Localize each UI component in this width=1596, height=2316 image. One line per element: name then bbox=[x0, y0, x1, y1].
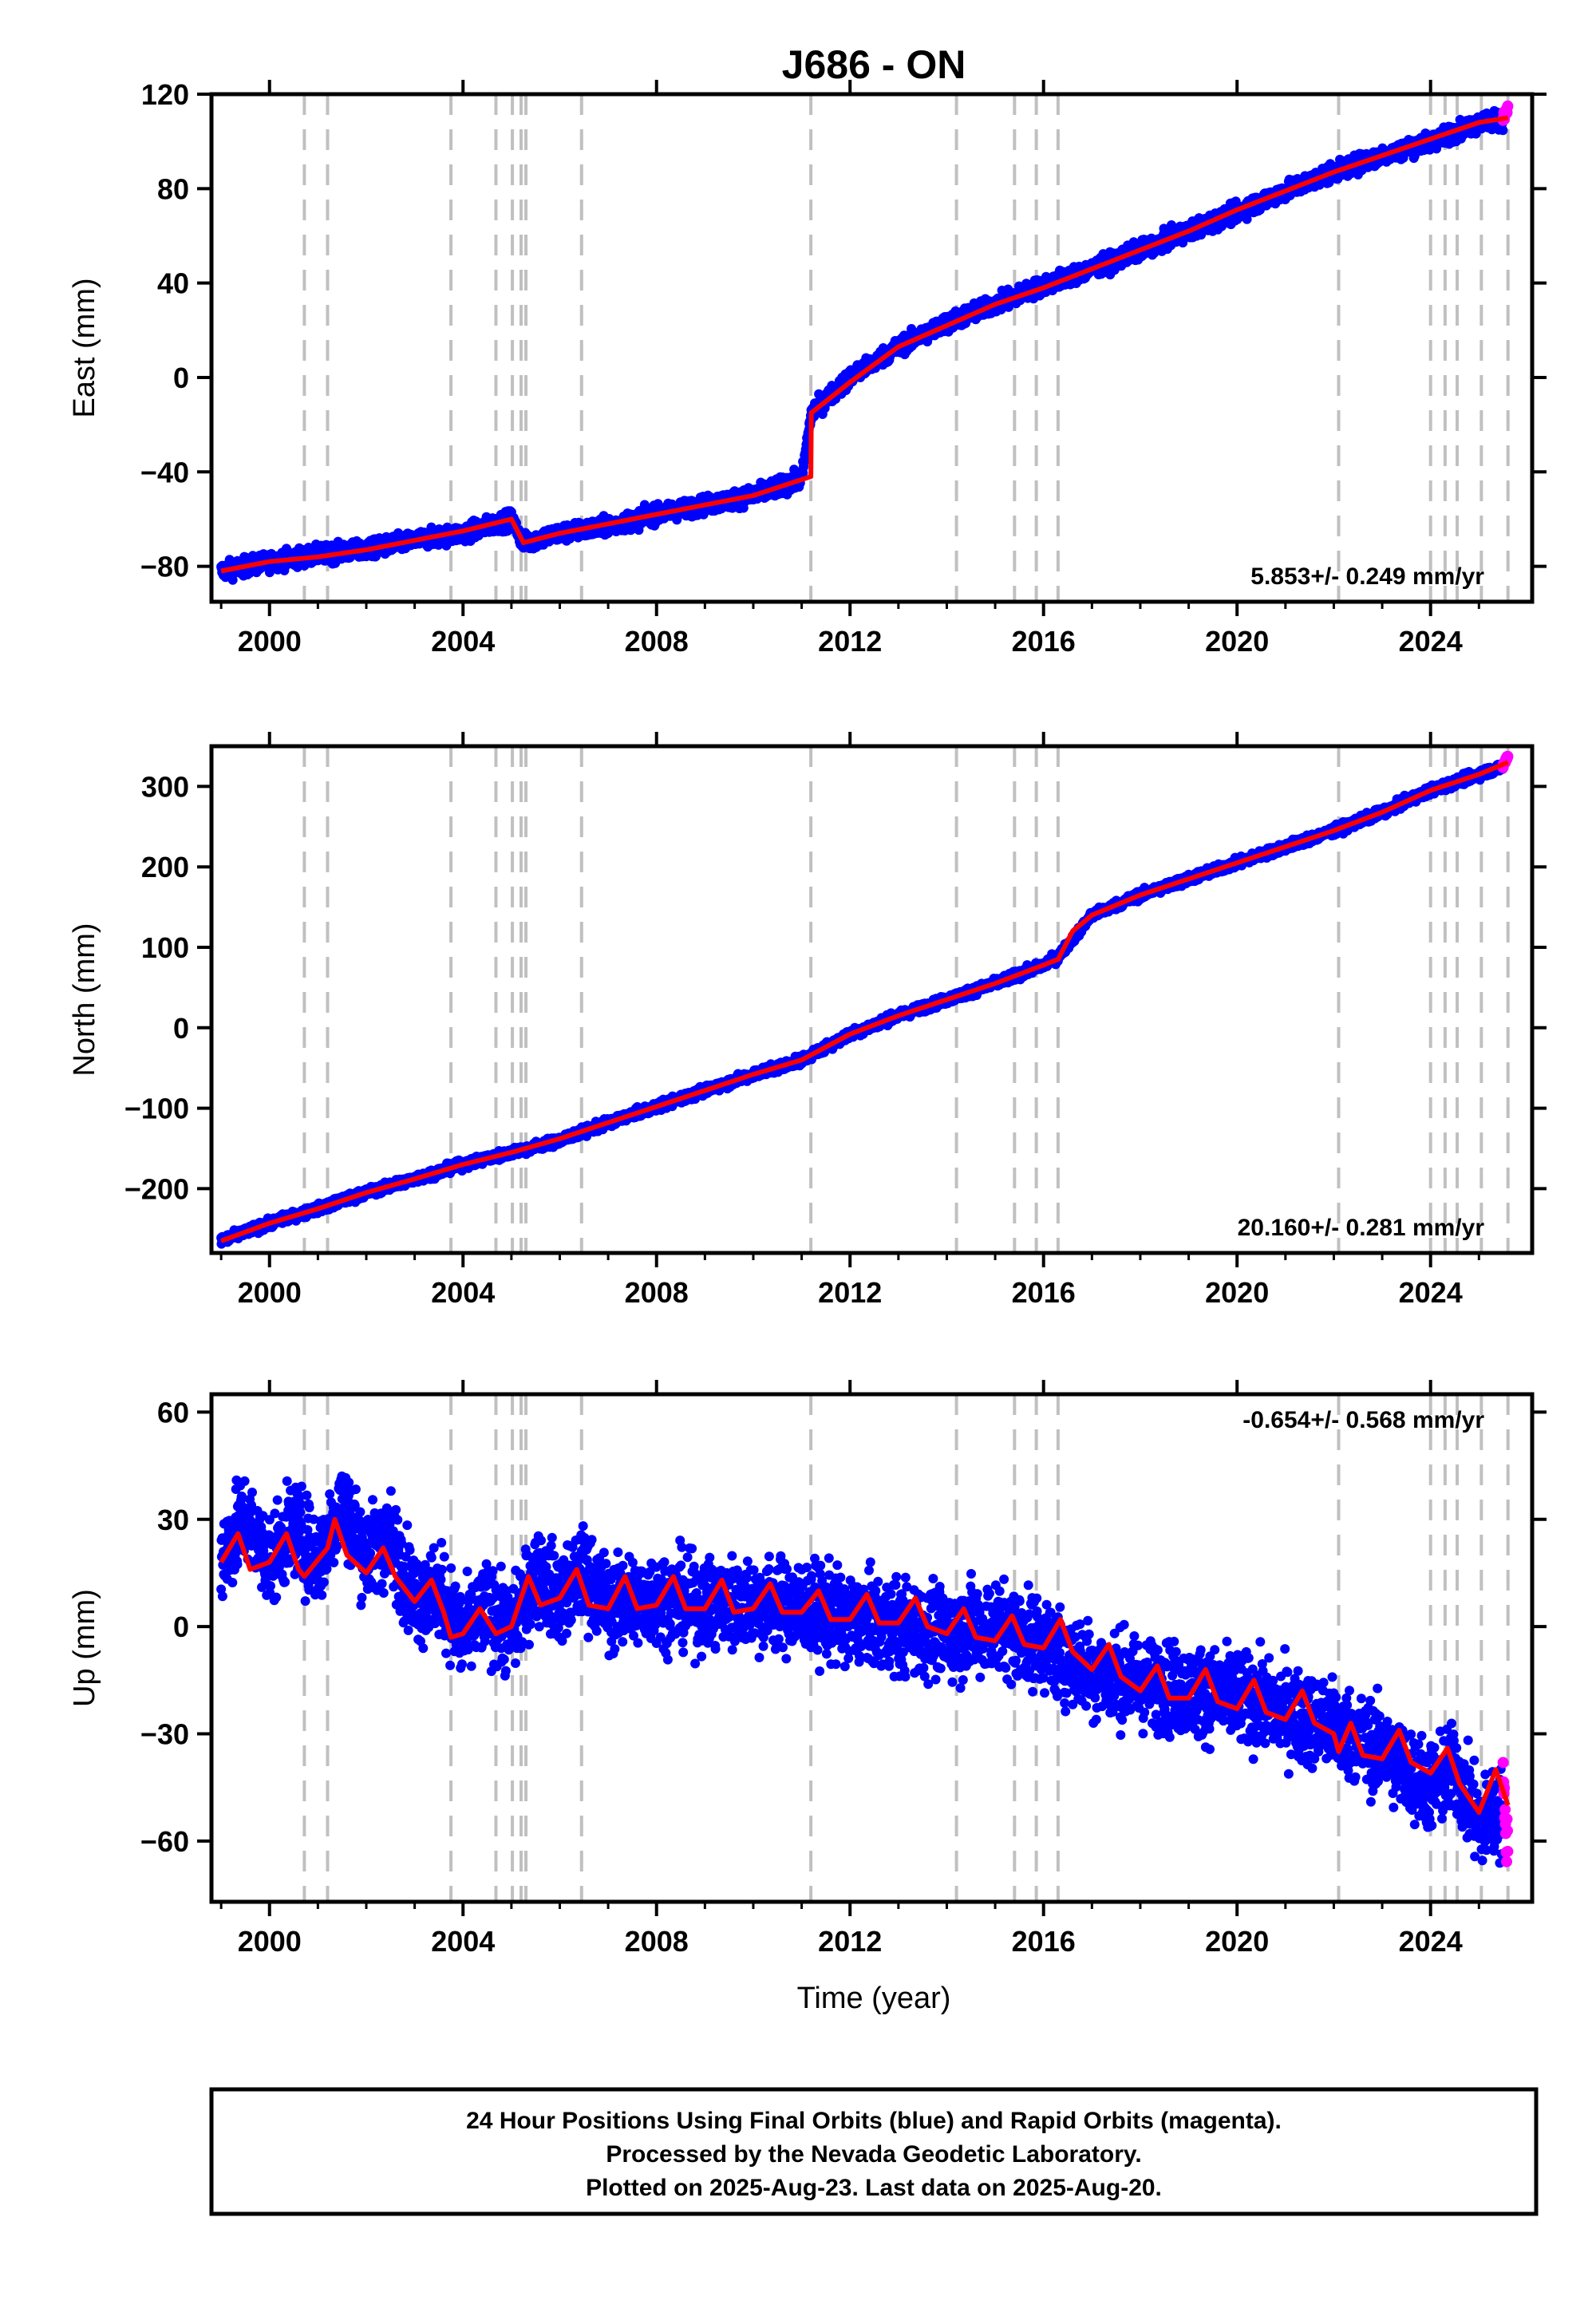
y-tick-label: −40 bbox=[140, 456, 189, 488]
velocity-label: 5.853+/- 0.249 mm/yr bbox=[1250, 563, 1484, 590]
y-tick-label: −80 bbox=[140, 551, 189, 583]
x-tick-label: 2020 bbox=[1205, 625, 1269, 658]
x-tick-label: 2004 bbox=[431, 625, 495, 658]
rapid-point bbox=[1502, 100, 1514, 112]
y-tick-label: 120 bbox=[141, 78, 189, 111]
x-tick-label: 2024 bbox=[1399, 625, 1463, 658]
chart-title: J686 - ON bbox=[782, 42, 966, 87]
y-tick-label: 0 bbox=[173, 362, 189, 394]
y-tick-label: 80 bbox=[157, 172, 189, 205]
x-tick-label: 2016 bbox=[1012, 625, 1076, 658]
data-point bbox=[227, 575, 238, 585]
magenta-points bbox=[1497, 100, 1514, 126]
y-axis-label: East (mm) bbox=[68, 278, 101, 417]
panel-east: 2000 2004 2008 2012 2016 2020 2024 −80 −40 0 40 80 1… bbox=[68, 42, 1547, 658]
x-tick-label: 2008 bbox=[625, 625, 689, 658]
x-tick-label: 2000 bbox=[238, 625, 302, 658]
panel-north: 2000 2004 2008 2012 2016 2020 2024−200−1000100… bbox=[68, 732, 1547, 1309]
data-point bbox=[1498, 125, 1508, 136]
blue-points bbox=[216, 759, 1508, 1249]
y-tick-label: 40 bbox=[157, 267, 189, 300]
x-tick-label: 2012 bbox=[818, 625, 882, 658]
